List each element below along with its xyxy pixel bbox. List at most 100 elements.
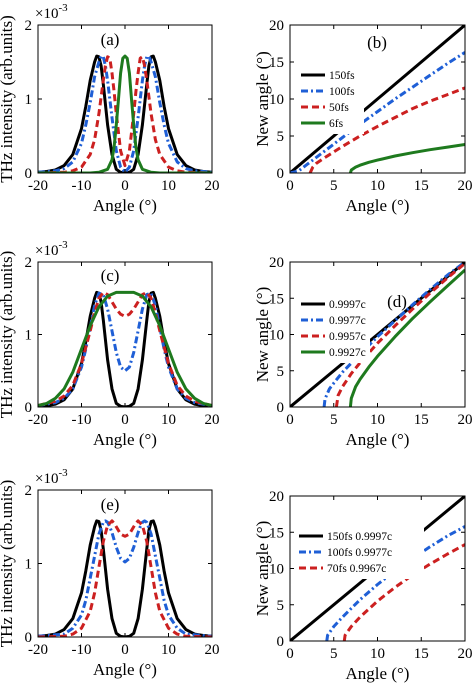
y-tick-label-d: 15 — [269, 291, 284, 307]
y-multiplier-base-a: ×10 — [35, 6, 58, 22]
legend-label-f-0: 150fs 0.9997c — [327, 531, 392, 543]
series-line-f-1 — [325, 525, 465, 641]
legend-label-b-1: 100fs — [329, 86, 355, 98]
x-axis-label-f: Angle (°) — [346, 664, 410, 683]
legend-label-b-2: 50fs — [329, 102, 349, 114]
series-line-e-2 — [38, 519, 212, 637]
series-line-a-3 — [38, 54, 212, 173]
x-tick-label-e: 20 — [205, 642, 220, 658]
panel-d: 0 5 10 15 20 0 5 10 15 20 Angle (°) New angle (°) (d… — [253, 255, 473, 449]
y-tick-label-e: 2 — [25, 483, 33, 499]
series-line-f-2 — [342, 543, 465, 641]
series-line-c-3 — [38, 290, 212, 407]
y-multiplier-c: ×10-3 — [35, 239, 68, 259]
series-line-b-1 — [290, 51, 465, 173]
x-tick-label-b: 5 — [330, 178, 338, 194]
y-tick-label-b: 5 — [277, 129, 285, 145]
y-tick-label-f: 5 — [277, 598, 285, 614]
y-multiplier-base-e: ×10 — [35, 471, 58, 487]
y-multiplier-exponent-c: -3 — [58, 239, 68, 251]
x-tick-label-c: -10 — [72, 412, 92, 428]
x-tick-label-d: 10 — [370, 412, 385, 428]
x-tick-label-c: 0 — [121, 412, 129, 428]
plot-area-a — [38, 54, 212, 173]
axes-frame-a — [37, 24, 213, 174]
y-tick-label-e: 0 — [25, 630, 33, 646]
legend-label-b-3: 6fs — [329, 118, 344, 130]
axes-frame-c — [37, 261, 213, 408]
series-line-b-0 — [290, 25, 465, 173]
y-axis-label-a: THz intensity (arb.units) — [0, 15, 16, 183]
y-multiplier-e: ×10-3 — [35, 467, 68, 487]
y-tick-label-d: 20 — [269, 255, 284, 271]
x-tick-label-d: 15 — [414, 412, 429, 428]
series-line-d-3 — [348, 268, 465, 407]
plot-area-e — [38, 519, 212, 637]
x-tick-label-c: -20 — [28, 412, 48, 428]
x-tick-label-a: -10 — [72, 178, 92, 194]
y-tick-label-d: 10 — [269, 328, 284, 344]
x-axis-label-d: Angle (°) — [346, 430, 410, 449]
y-tick-label-b: 0 — [277, 166, 285, 182]
series-line-c-2 — [38, 290, 212, 407]
legend-label-f-2: 70fs 0.9967c — [327, 563, 386, 575]
panel-label-b: (b) — [367, 33, 387, 52]
y-axis-label-e: THz intensity (arb.units) — [0, 480, 16, 648]
y-tick-label-f: 10 — [269, 562, 284, 578]
y-tick-label-e: 1 — [25, 557, 33, 573]
y-tick-label-b: 20 — [269, 18, 284, 34]
y-tick-label-a: 1 — [25, 92, 33, 108]
y-tick-label-c: 1 — [25, 328, 33, 344]
x-tick-label-e: 10 — [161, 642, 176, 658]
y-multiplier-a: ×10-3 — [35, 2, 68, 22]
series-line-a-2 — [38, 55, 212, 173]
panel-e: -20 -10 0 10 20 0 1 2 Angle (°) THz intensity (ar… — [0, 467, 220, 679]
series-line-a-0 — [38, 54, 212, 173]
y-tick-label-d: 5 — [277, 364, 285, 380]
x-tick-label-d: 5 — [330, 412, 338, 428]
plot-area-c — [38, 290, 212, 407]
y-tick-label-c: 2 — [25, 255, 33, 271]
x-tick-label-e: -10 — [72, 642, 92, 658]
x-tick-label-f: 5 — [330, 646, 338, 662]
x-tick-label-f: 20 — [458, 646, 473, 662]
x-tick-label-a: 10 — [161, 178, 176, 194]
plot-area-b — [290, 25, 465, 173]
x-tick-label-c: 10 — [161, 412, 176, 428]
series-line-b-2 — [308, 86, 465, 173]
x-tick-label-d: 20 — [458, 412, 473, 428]
y-tick-label-f: 20 — [269, 489, 284, 505]
y-multiplier-exponent-e: -3 — [58, 467, 68, 479]
panel-label-e: (e) — [101, 495, 120, 514]
panel-label-d: (d) — [387, 292, 407, 311]
x-tick-label-e: -20 — [28, 642, 48, 658]
y-tick-label-a: 2 — [25, 18, 33, 34]
x-tick-label-b: 15 — [414, 178, 429, 194]
x-tick-label-a: -20 — [28, 178, 48, 194]
legend-label-b-0: 150fs — [329, 70, 355, 82]
x-tick-label-c: 20 — [205, 412, 220, 428]
panel-label-a: (a) — [101, 30, 120, 49]
x-tick-label-f: 15 — [414, 646, 429, 662]
x-tick-label-f: 0 — [286, 646, 294, 662]
series-line-b-3 — [348, 143, 465, 173]
legend-label-d-1: 0.9977c — [329, 315, 366, 327]
y-multiplier-base-c: ×10 — [35, 243, 58, 259]
y-tick-label-d: 0 — [277, 400, 285, 416]
legend-label-f-1: 100fs 0.9977c — [327, 547, 392, 559]
y-tick-label-a: 0 — [25, 166, 33, 182]
x-tick-label-d: 0 — [286, 412, 294, 428]
series-line-d-2 — [334, 262, 465, 407]
panel-c: -20 -10 0 10 20 0 1 2 Angle (°) THz intensity (ar… — [0, 239, 220, 449]
y-tick-label-b: 10 — [269, 92, 284, 108]
series-line-e-0 — [38, 519, 212, 637]
x-tick-label-b: 20 — [458, 178, 473, 194]
x-tick-label-b: 10 — [370, 178, 385, 194]
panel-b: 0 5 10 15 20 0 5 10 15 20 Angle (°) New angle (°) (b… — [253, 18, 473, 215]
x-tick-label-b: 0 — [286, 178, 294, 194]
y-axis-label-b: New angle (°) — [253, 51, 272, 147]
legend-label-d-2: 0.9957c — [329, 331, 366, 343]
y-axis-label-d: New angle (°) — [253, 287, 272, 383]
